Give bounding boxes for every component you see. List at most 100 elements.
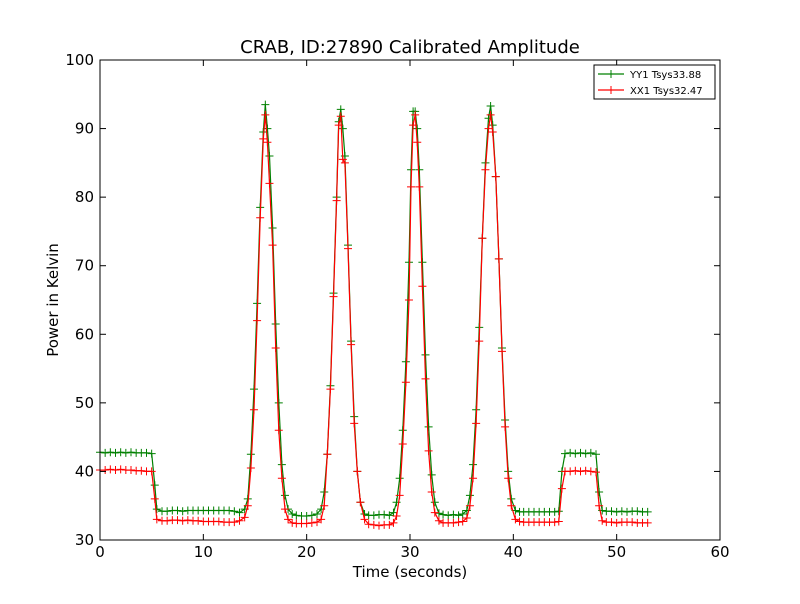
x-axis-label: Time (seconds) [352,563,468,581]
data-point [427,470,436,479]
data-point [598,516,607,525]
data-point [271,320,280,328]
data-point [458,509,467,518]
x-tick-label: 20 [297,543,316,561]
data-point [449,510,458,519]
data-point [418,258,427,267]
data-point [274,398,283,407]
data-point [434,516,443,525]
data-point [280,491,289,500]
data-point [462,514,471,523]
legend-marker [607,86,615,94]
data-point [592,468,600,477]
data-point [150,481,159,490]
data-point [415,165,424,174]
data-point [111,448,120,457]
data-point [246,464,255,472]
data-point [350,419,359,428]
data-point [150,494,159,503]
data-point [369,520,378,529]
x-tick-label: 30 [400,543,419,561]
data-point [101,448,110,457]
data-point [407,182,416,191]
data-point [478,234,487,243]
data-point [385,511,394,520]
data-point [277,474,286,483]
data-point [334,121,343,130]
data-point [329,292,338,301]
data-point [607,518,616,527]
x-tick-label: 10 [194,543,213,561]
data-point [454,518,463,527]
data-point [401,378,410,387]
data-point [271,344,280,352]
data-point [424,446,433,455]
axis-ticks: 0 10 20 30 40 50 60 30 40 50 60 70 80 90 100 [65,51,729,561]
data-point [511,515,520,524]
data-point [127,466,135,475]
data-point [458,517,467,526]
data-point [261,110,270,119]
data-point [253,316,262,325]
data-point [317,515,326,524]
data-point [111,466,120,475]
data-point [592,450,600,459]
data-point [462,506,471,515]
data-point [484,124,493,133]
data-point [465,491,474,500]
legend-marker [607,70,615,78]
data-point [550,507,559,516]
data-point [336,112,345,121]
data-point [566,467,575,476]
data-point [173,516,182,525]
data-point [469,474,478,483]
data-point [454,511,463,520]
data-point [323,450,332,459]
chart-title: CRAB, ID:27890 Calibrated Amplitude [240,37,580,58]
data-point [486,110,495,119]
data-point [586,448,595,457]
data-point [356,498,365,507]
data-point [142,448,151,457]
data-point [415,182,424,191]
data-point [178,507,187,516]
data-point [288,518,297,527]
y-tick-label: 80 [75,188,94,206]
data-point [566,448,575,457]
data-point [106,465,115,474]
data-point [292,511,301,520]
data-point [163,516,172,525]
data-point [332,196,341,205]
y-tick-label: 40 [75,462,94,480]
data-point [249,405,258,414]
data-point [409,121,418,130]
data-point [183,516,192,525]
data-point [612,518,621,527]
data-point [280,505,289,514]
data-point [147,449,156,458]
data-point [265,152,274,160]
y-tick-label: 30 [75,531,94,549]
data-point [571,449,580,458]
data-point [389,518,398,527]
data-point [418,282,427,291]
data-point [338,124,347,133]
data-point [152,515,161,524]
data-point [434,509,443,518]
data-point [586,467,595,476]
data-point [504,474,513,483]
data-point [353,467,362,476]
data-point [313,518,321,527]
data-point [612,507,621,516]
data-point [488,128,497,136]
data-point [268,241,277,250]
data-point [127,448,135,457]
data-point [261,100,270,109]
x-tick-label: 40 [504,543,523,561]
legend-label: YY1 Tsys33.88 [629,70,701,81]
data-point [421,350,430,359]
data-point [338,155,347,164]
data-point [576,448,585,457]
data-point [147,467,156,476]
